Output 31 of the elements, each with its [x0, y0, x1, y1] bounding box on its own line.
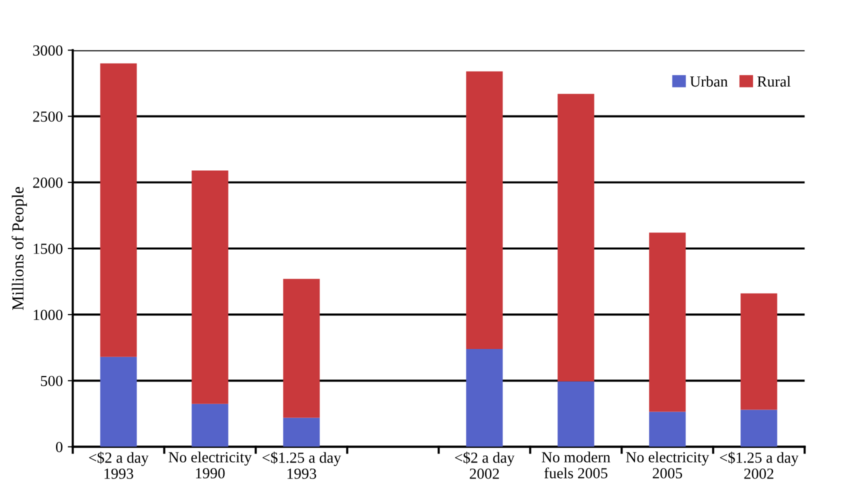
x-tick-label: No modern fuels 2005: [542, 452, 610, 478]
bar: [466, 348, 503, 447]
bar: [649, 412, 686, 447]
x-tick-label: <$1.25 a day 1993: [262, 452, 342, 479]
bar: [558, 381, 594, 447]
bar: [283, 278, 320, 418]
y-tick-label: 500: [41, 376, 62, 386]
x-tick-label: No electricity 2005: [626, 452, 710, 478]
y-axis-title: Millions of People: [12, 187, 27, 310]
y-tick-label: 2500: [33, 111, 62, 122]
bar: [558, 94, 594, 382]
y-tick-label: 1500: [34, 244, 62, 254]
bar: [283, 418, 320, 447]
y-tick-label: 2000: [33, 178, 62, 188]
bar: [740, 293, 778, 410]
bar: [100, 356, 137, 447]
bar: [192, 170, 228, 404]
legend-label: Urban: [690, 76, 728, 87]
bar: [192, 404, 228, 447]
bar: [100, 63, 137, 357]
y-tick-label: 1000: [34, 310, 62, 320]
legend-label: Rural: [757, 76, 791, 87]
x-tick-label: No electricity 1990: [168, 452, 252, 478]
x-tick-label: <$1.25 a day 2002: [720, 452, 799, 479]
bar: [649, 232, 686, 412]
x-tick-label: <$2 a day 1993: [89, 452, 149, 479]
x-tick-label: <$2 a day 2002: [455, 452, 515, 479]
y-tick-label: 0: [56, 442, 62, 452]
bar: [740, 410, 778, 447]
y-tick-label: 3000: [33, 45, 62, 56]
bar: [466, 71, 503, 349]
